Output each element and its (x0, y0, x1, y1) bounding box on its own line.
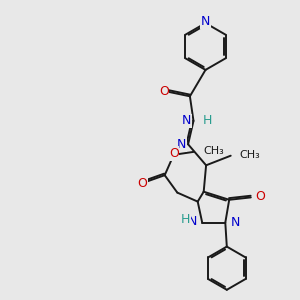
Text: CH₃: CH₃ (204, 146, 224, 156)
Text: CH₃: CH₃ (239, 149, 260, 160)
Text: O: O (169, 147, 178, 160)
Text: O: O (159, 85, 169, 98)
Text: N: N (231, 216, 240, 229)
Text: H: H (181, 213, 190, 226)
Text: N: N (201, 15, 210, 28)
Text: O: O (138, 177, 147, 190)
Text: N: N (188, 215, 197, 228)
Text: O: O (256, 190, 266, 203)
Text: N: N (177, 138, 187, 151)
Text: N: N (182, 114, 191, 128)
Text: H: H (202, 113, 212, 127)
